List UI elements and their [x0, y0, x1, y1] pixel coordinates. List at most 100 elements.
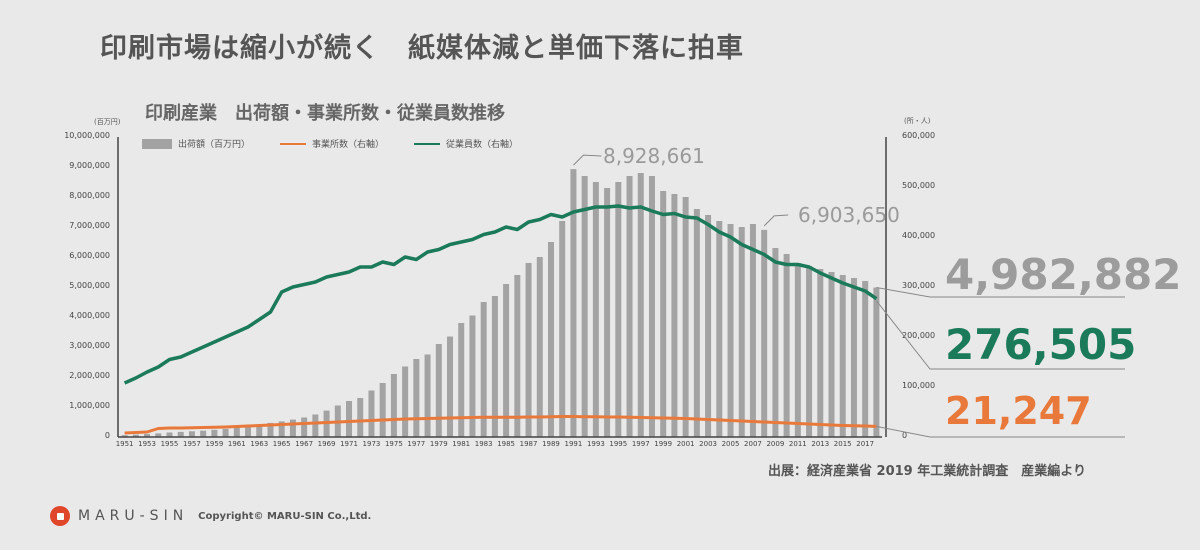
x-axis-tick: 1979 [429, 440, 448, 448]
bar [660, 191, 667, 437]
bar [144, 434, 151, 437]
left-axis-tick: 4,000,000 [69, 311, 110, 320]
bar [402, 366, 409, 437]
bar [772, 248, 779, 437]
bar [368, 390, 375, 437]
bar [469, 315, 476, 437]
bar [267, 422, 274, 437]
bar [155, 433, 162, 437]
x-axis-tick: 1995 [609, 440, 628, 448]
right-axis-tick: 400,000 [902, 231, 936, 240]
bar [850, 278, 857, 437]
left-axis-tick: 6,000,000 [69, 251, 110, 260]
left-axis-tick: 5,000,000 [69, 281, 110, 290]
bar [357, 398, 364, 437]
bar [413, 359, 420, 437]
bar [289, 419, 296, 437]
x-axis-tick: 1987 [519, 440, 538, 448]
x-axis-tick: 2001 [676, 440, 695, 448]
x-axis-tick: 2007 [744, 440, 762, 448]
bar [458, 323, 465, 437]
bar [592, 182, 599, 437]
left-axis-tick: 3,000,000 [69, 341, 110, 350]
legend-establishments: 事業所数（右軸） [280, 137, 384, 150]
green-line-swatch-icon [414, 142, 441, 145]
bar [379, 383, 386, 437]
bar [873, 287, 880, 437]
brand-name: MARU-SIN [78, 508, 189, 524]
legend-employees: 従業員数（右軸） [414, 137, 518, 150]
x-axis-tick: 2003 [699, 440, 717, 448]
bar [447, 336, 454, 437]
bar [200, 430, 207, 437]
bar [559, 221, 566, 437]
y2008-callout: 6,903,650 [798, 203, 900, 227]
bar [828, 272, 835, 437]
x-axis-tick: 2011 [788, 440, 807, 448]
x-axis-tick: 1983 [474, 440, 493, 448]
bar [188, 431, 195, 437]
bar [536, 257, 543, 437]
bar [648, 176, 655, 437]
x-axis-tick: 1963 [250, 440, 269, 448]
latest-employees: 276,505 [945, 320, 1137, 369]
bar [693, 209, 700, 437]
latest-shipments: 4,982,882 [945, 250, 1182, 299]
bar [749, 224, 756, 437]
maru-sin-logo-icon [50, 506, 70, 526]
bar [222, 428, 229, 437]
x-axis-tick: 1951 [115, 440, 134, 448]
footer: MARU-SIN Copyright© MARU-SIN Co.,Ltd. [50, 506, 371, 526]
bar [435, 344, 442, 437]
latest-establishments: 21,247 [945, 389, 1092, 433]
bar [278, 421, 285, 437]
right-axis-tick: 600,000 [902, 131, 936, 140]
right-axis-tick: 100,000 [902, 381, 936, 390]
bar [390, 374, 397, 437]
x-axis-tick: 2013 [811, 440, 830, 448]
bar [761, 229, 768, 437]
bar [256, 424, 263, 437]
bar [346, 401, 353, 437]
bar [637, 173, 644, 437]
bar [738, 227, 745, 437]
x-axis-tick: 1985 [497, 440, 516, 448]
left-axis-tick: 7,000,000 [69, 221, 110, 230]
left-axis-unit: (百万円) [94, 118, 121, 126]
bar [671, 194, 678, 437]
x-axis-tick: 1997 [631, 440, 650, 448]
peak-callout: 8,928,661 [603, 144, 705, 168]
x-axis-tick: 1957 [183, 440, 201, 448]
source-note: 出展：経済産業省 2019 年工業統計調査 産業編より [768, 464, 1086, 479]
x-axis-tick: 1977 [407, 440, 426, 448]
right-axis-tick: 0 [902, 431, 908, 440]
bar [245, 425, 252, 437]
orange-line-swatch-icon [280, 142, 307, 145]
x-axis-tick: 1953 [138, 440, 156, 448]
x-axis-tick: 2009 [766, 440, 785, 448]
x-axis-tick: 1999 [654, 440, 673, 448]
left-axis-tick: 0 [104, 431, 110, 440]
x-axis-tick: 1981 [452, 440, 471, 448]
bar [491, 296, 498, 437]
bar [862, 281, 869, 437]
left-axis-tick: 1,000,000 [69, 401, 110, 410]
bar [480, 302, 487, 437]
bar [211, 429, 218, 437]
bar [525, 263, 532, 437]
x-axis-tick: 2017 [856, 440, 875, 448]
bar [570, 169, 577, 437]
left-axis-tick: 8,000,000 [69, 191, 110, 200]
bar [503, 284, 510, 437]
x-axis-tick: 1991 [564, 440, 583, 448]
x-axis-tick: 1969 [317, 440, 336, 448]
bar [727, 224, 734, 437]
right-axis-tick: 300,000 [902, 281, 936, 290]
left-axis-tick: 9,000,000 [69, 161, 110, 170]
bar [177, 431, 184, 437]
right-axis-tick: 500,000 [902, 181, 936, 190]
bar [806, 266, 813, 437]
bar-swatch-icon [142, 138, 172, 149]
legend-shipments: 出荷額（百万円） [142, 137, 250, 150]
bar [716, 221, 723, 437]
